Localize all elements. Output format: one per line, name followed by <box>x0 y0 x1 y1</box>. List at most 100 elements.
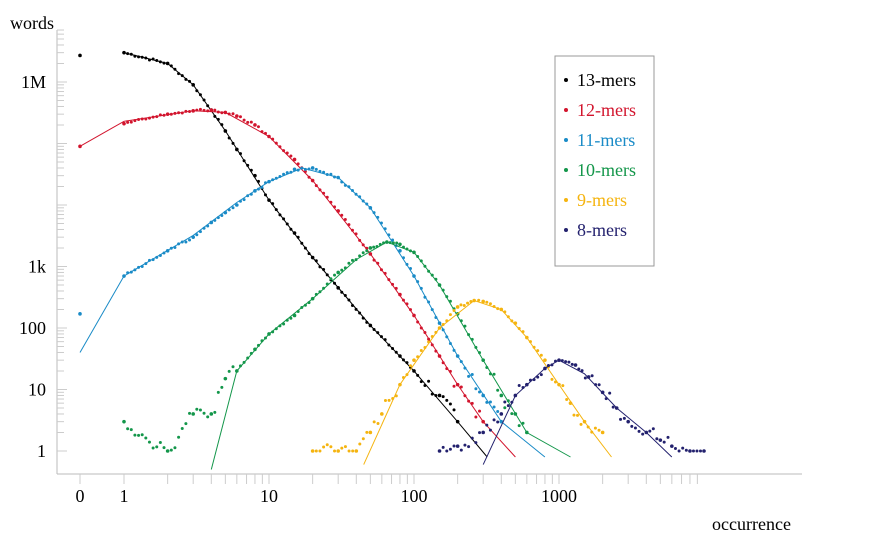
data-point <box>641 432 645 436</box>
data-point <box>521 330 525 334</box>
data-point <box>416 355 420 359</box>
data-point <box>350 188 354 192</box>
data-point <box>347 223 351 227</box>
series-13-mers <box>78 50 488 458</box>
data-point <box>318 290 322 294</box>
data-point <box>173 67 177 71</box>
data-point <box>387 233 391 237</box>
data-point <box>249 192 253 196</box>
data-point <box>206 104 210 108</box>
data-point <box>391 241 395 245</box>
data-point <box>206 109 210 113</box>
series-layer <box>78 50 706 470</box>
data-point <box>412 358 416 362</box>
data-point <box>325 195 329 199</box>
data-point <box>238 115 242 119</box>
data-point <box>354 449 359 453</box>
data-point <box>322 286 326 290</box>
data-point <box>129 270 133 274</box>
data-point <box>570 362 574 366</box>
data-point <box>263 131 267 135</box>
data-point <box>216 110 220 114</box>
data-point <box>292 231 297 235</box>
data-point <box>506 399 510 403</box>
data-point <box>412 313 416 318</box>
data-point <box>506 404 510 408</box>
data-point <box>368 252 373 256</box>
data-point <box>325 273 329 277</box>
data-point <box>510 400 514 404</box>
data-point <box>350 228 354 232</box>
data-point <box>437 449 442 453</box>
data-point <box>361 316 365 320</box>
data-point <box>274 208 278 212</box>
data-point <box>162 251 166 255</box>
data-point <box>469 299 473 303</box>
data-point <box>655 437 659 441</box>
data-point <box>492 405 496 409</box>
data-point <box>423 330 427 334</box>
data-point <box>133 433 137 437</box>
data-point <box>340 290 344 294</box>
data-point <box>340 213 344 217</box>
data-point <box>155 255 159 259</box>
data-point <box>532 378 536 382</box>
fit-line <box>363 299 612 465</box>
data-point <box>437 326 442 330</box>
data-point <box>322 268 326 272</box>
data-point <box>481 358 485 362</box>
data-point <box>543 358 547 362</box>
data-point <box>677 449 681 453</box>
data-point <box>539 353 543 357</box>
axes: 1 10 100 1k 1M 0 1 10 100 1000 words occurrence <box>10 13 802 534</box>
data-point <box>376 331 380 335</box>
data-point <box>238 152 242 156</box>
data-point <box>165 449 170 453</box>
data-point <box>343 294 347 298</box>
data-point <box>249 168 253 172</box>
data-point <box>256 179 260 183</box>
data-point <box>622 416 626 420</box>
data-point <box>525 335 529 340</box>
data-point <box>572 413 576 417</box>
data-point <box>347 185 351 189</box>
data-point <box>122 274 126 278</box>
data-point <box>463 366 467 370</box>
data-point <box>452 309 456 313</box>
data-point <box>470 373 474 377</box>
data-point <box>358 311 362 315</box>
data-point <box>267 198 271 202</box>
legend-label-12-mers: 12-mers <box>577 100 636 120</box>
data-point <box>387 398 391 402</box>
data-point <box>496 307 500 311</box>
data-point <box>140 117 144 121</box>
data-point <box>253 347 257 352</box>
data-point <box>307 301 311 305</box>
data-point <box>169 246 173 250</box>
data-point <box>427 337 431 341</box>
data-point <box>462 303 466 307</box>
data-point <box>448 313 452 317</box>
x-tick-label: 0 <box>76 486 85 506</box>
data-point <box>253 173 257 178</box>
data-point <box>503 400 507 404</box>
data-point <box>496 410 500 414</box>
y-tick-label: 1k <box>28 257 46 277</box>
legend-marker <box>564 198 568 202</box>
data-point <box>289 227 293 231</box>
data-point <box>525 382 529 387</box>
data-point <box>600 430 605 435</box>
data-point <box>405 373 409 377</box>
data-point <box>470 436 474 440</box>
legend-marker <box>564 228 568 232</box>
data-point <box>336 286 340 290</box>
data-point <box>347 449 351 453</box>
data-point <box>235 147 239 152</box>
data-point <box>151 446 155 450</box>
data-point <box>188 79 192 83</box>
data-point <box>499 419 504 424</box>
data-point <box>216 390 220 394</box>
data-point <box>177 111 181 115</box>
data-point <box>455 444 460 448</box>
data-point <box>260 339 264 343</box>
